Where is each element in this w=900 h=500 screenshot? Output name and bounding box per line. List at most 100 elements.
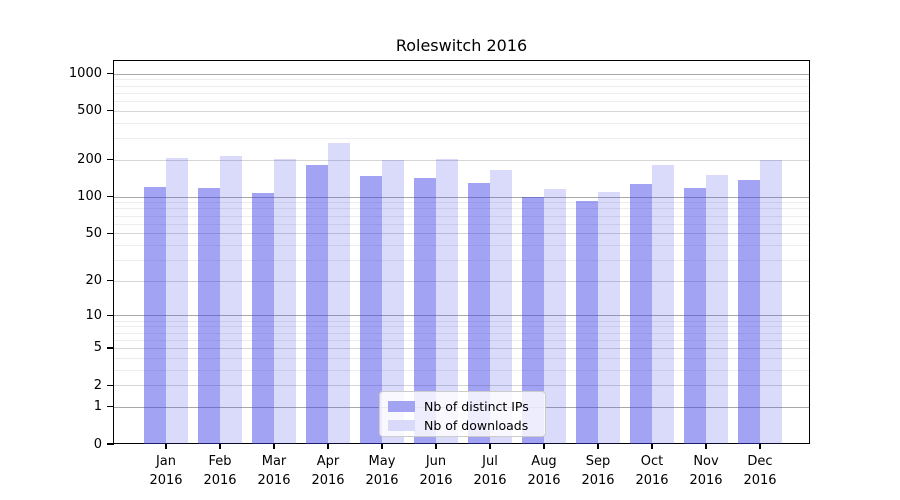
gridline-major (114, 73, 809, 75)
y-tick-mark (107, 159, 114, 161)
x-tick-mark (543, 444, 545, 449)
gridline-minor (114, 208, 809, 210)
x-tick-mark (597, 444, 599, 449)
x-tick-mark (327, 444, 329, 449)
bar-distinct-ips-mar (251, 192, 274, 444)
x-tick-year: 2016 (743, 473, 777, 488)
x-tick-year: 2016 (689, 473, 723, 488)
x-tick-month: Aug (531, 454, 557, 469)
y-tick-label: 10 (85, 307, 102, 323)
gridline-minor (114, 326, 809, 328)
x-tick-mark (381, 444, 383, 449)
bar-distinct-ips-jul (467, 183, 490, 444)
gridline-minor (114, 223, 809, 225)
bar-distinct-ips-may (359, 176, 382, 444)
x-tick-mark (759, 444, 761, 449)
x-tick-month: Dec (747, 454, 773, 469)
x-tick-month: Jul (482, 454, 498, 469)
x-tick-label: Jan 2016 (136, 452, 196, 490)
gridline-minor (114, 259, 809, 261)
gridline-minor (114, 332, 809, 334)
legend-swatch-downloads (388, 420, 415, 431)
bar-downloads-jun (436, 158, 459, 444)
x-tick-month: Nov (693, 454, 719, 469)
gridline-major (114, 315, 809, 317)
x-tick-month: Jan (155, 454, 177, 469)
bar-downloads-may (382, 160, 405, 444)
x-tick-year: 2016 (365, 473, 399, 488)
gridline (114, 385, 809, 387)
gridline-minor (114, 215, 809, 217)
bar-distinct-ips-sep (575, 201, 598, 444)
y-tick-label: 0 (93, 436, 102, 452)
gridline (114, 159, 809, 161)
x-tick-year: 2016 (635, 473, 669, 488)
y-tick-mark (107, 73, 114, 75)
y-tick-mark (107, 384, 114, 386)
bar-distinct-ips-jan (143, 186, 166, 444)
x-tick-mark (435, 444, 437, 449)
y-tick-mark (107, 347, 114, 349)
bar-distinct-ips-apr (305, 165, 328, 444)
y-tick-mark (107, 314, 114, 317)
gridline-minor (114, 138, 809, 140)
legend-label-downloads: Nb of downloads (424, 418, 529, 433)
x-tick-mark (219, 444, 221, 449)
x-tick-label: Jul 2016 (460, 452, 520, 490)
y-tick-label: 5 (93, 340, 102, 356)
y-tick-label: 100 (77, 189, 102, 205)
x-tick-mark (651, 444, 653, 449)
bar-downloads-jan (166, 157, 189, 444)
bar-distinct-ips-feb (197, 188, 220, 444)
legend: Nb of distinct IPs Nb of downloads (379, 391, 546, 437)
gridline (114, 280, 809, 282)
x-tick-mark (705, 444, 707, 449)
x-tick-label: Feb 2016 (190, 452, 250, 490)
x-tick-month: Apr (316, 454, 340, 469)
chart-title: Roleswitch 2016 (395, 36, 528, 55)
x-tick-year: 2016 (473, 473, 507, 488)
bar-downloads-nov (706, 174, 729, 444)
x-tick-label: Dec 2016 (730, 452, 790, 490)
x-tick-label: Oct 2016 (622, 452, 682, 490)
x-tick-year: 2016 (149, 473, 183, 488)
bar-distinct-ips-jun (413, 178, 436, 444)
gridline-minor (114, 202, 809, 204)
bar-downloads-mar (274, 159, 297, 444)
y-tick-mark (107, 196, 114, 198)
y-tick-label: 2 (93, 377, 102, 393)
x-tick-year: 2016 (257, 473, 291, 488)
gridline-minor (114, 339, 809, 341)
y-tick-mark (107, 443, 114, 445)
y-tick-mark (107, 406, 114, 408)
bar-distinct-ips-dec (737, 180, 760, 444)
y-tick-mark (107, 110, 114, 112)
x-tick-year: 2016 (419, 473, 453, 488)
x-tick-month: May (368, 454, 396, 469)
gridline-major (114, 196, 809, 198)
gridline-minor (114, 101, 809, 103)
y-tick-mark (107, 232, 114, 234)
bar-downloads-feb (220, 156, 243, 444)
x-tick-month: Sep (585, 454, 611, 469)
x-tick-label: Aug 2016 (514, 452, 574, 490)
x-tick-month: Mar (261, 454, 287, 469)
x-tick-year: 2016 (203, 473, 237, 488)
gridline (114, 110, 809, 112)
gridline-minor (114, 122, 809, 124)
gridline-minor (114, 244, 809, 246)
legend-item-distinct-ips: Nb of distinct IPs (388, 397, 537, 416)
bar-distinct-ips-nov (683, 187, 706, 444)
x-tick-label: Apr 2016 (298, 452, 358, 490)
legend-swatch-distinct-ips (388, 401, 415, 412)
x-tick-label: Nov 2016 (676, 452, 736, 490)
bar-downloads-oct (652, 164, 675, 444)
x-tick-mark (273, 444, 275, 449)
y-tick-label: 500 (77, 103, 102, 119)
bar-distinct-ips-oct (629, 183, 652, 444)
gridline-minor (114, 357, 809, 359)
x-tick-label: May 2016 (352, 452, 412, 490)
y-tick-label: 20 (85, 273, 102, 289)
x-tick-month: Oct (640, 454, 664, 469)
plot-area: Nb of distinct IPs Nb of downloads (113, 60, 810, 444)
